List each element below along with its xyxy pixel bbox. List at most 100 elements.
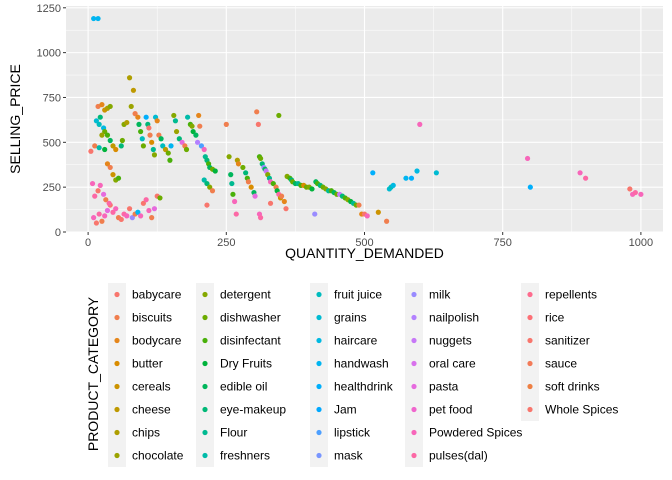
data-point (189, 123, 195, 129)
legend-label: babycare (132, 288, 182, 302)
legend-label: disinfectant (220, 334, 281, 348)
data-point (146, 207, 152, 214)
legend-marker (411, 406, 417, 413)
data-point (276, 112, 282, 119)
data-point (230, 191, 236, 197)
data-point (433, 170, 439, 176)
data-point (190, 128, 196, 135)
data-point (103, 197, 109, 203)
legend-label: nailpolish (429, 311, 479, 325)
legend-label: detergent (220, 288, 271, 302)
legend-marker (114, 337, 120, 344)
legend-label: eye-makeup (220, 403, 286, 417)
data-point (91, 15, 97, 22)
data-point (140, 143, 146, 149)
legend-label: grains (334, 311, 367, 325)
data-point (110, 143, 116, 149)
data-point (92, 143, 98, 149)
data-point (194, 139, 201, 145)
data-point (128, 103, 134, 110)
legend-marker (114, 360, 120, 367)
data-point (92, 193, 98, 199)
legend-label: butter (132, 357, 163, 371)
legend-marker (202, 291, 208, 298)
data-point (417, 121, 423, 127)
x-tick-label: 0 (85, 237, 91, 249)
data-point (356, 202, 362, 208)
legend-label: rice (545, 311, 565, 325)
legend-label: mask (334, 449, 364, 463)
data-point (283, 206, 289, 212)
data-point (257, 155, 264, 162)
legend-marker (316, 337, 322, 344)
data-point (527, 184, 533, 190)
data-point (135, 114, 141, 120)
data-point (168, 143, 174, 149)
data-point (201, 177, 207, 183)
legend-marker (527, 337, 533, 344)
data-point (364, 213, 370, 219)
legend-label: Whole Spices (545, 403, 618, 417)
data-point (245, 179, 252, 185)
legend-label: oral care (429, 357, 476, 371)
data-point (118, 143, 124, 149)
x-axis-title: QUANTITY_DEMANDED (285, 245, 444, 261)
legend-label: handwash (334, 357, 389, 371)
legend-marker (527, 383, 533, 390)
data-point (95, 188, 101, 194)
data-point (100, 191, 107, 197)
y-axis-ticks: 0 250 500 750 1000 1250 (37, 3, 66, 239)
data-point (150, 146, 156, 153)
legend-label: Powdered Spices (429, 426, 522, 440)
data-point (119, 137, 125, 144)
data-point (370, 170, 376, 176)
data-point (129, 215, 135, 221)
data-point (408, 175, 415, 181)
data-point (204, 180, 210, 187)
data-point (312, 211, 318, 217)
data-point (252, 193, 258, 199)
x-tick-label: 1000 (629, 237, 653, 249)
data-point (254, 109, 260, 115)
legend-label: biscuits (132, 311, 172, 325)
data-point (185, 114, 191, 120)
legend-marker (114, 406, 120, 413)
legend-label: fruit juice (334, 288, 382, 302)
legend-marker (316, 314, 322, 321)
data-point (102, 128, 108, 135)
legend-label: healthdrink (334, 380, 394, 394)
legend-label: edible oil (220, 380, 267, 394)
data-point (390, 182, 396, 188)
data-point (235, 161, 242, 167)
data-point (158, 136, 164, 142)
data-point (577, 170, 583, 176)
data-point (257, 215, 264, 221)
legend-label: chips (132, 426, 160, 440)
legend-marker (114, 429, 120, 436)
y-tick-label: 750 (43, 92, 61, 104)
data-point (183, 146, 190, 153)
data-point (140, 200, 146, 206)
data-point (198, 143, 205, 149)
data-point (124, 119, 130, 126)
legend-label: pasta (429, 380, 459, 394)
legend-marker (527, 291, 533, 298)
legend-marker (411, 429, 417, 436)
legend-marker (411, 383, 417, 390)
data-point (632, 189, 638, 196)
legend-marker (316, 291, 322, 298)
data-point (240, 164, 246, 171)
data-point (99, 218, 105, 224)
legend-marker (202, 314, 208, 321)
legend-label: haircare (334, 334, 378, 348)
data-point (226, 154, 232, 160)
data-point (172, 118, 179, 124)
legend-marker (202, 406, 208, 413)
legend-label: Dry Fruits (220, 357, 272, 371)
legend-label: lipstick (334, 426, 371, 440)
data-point (135, 209, 141, 215)
legend-title: PRODUCT_CATEGORY (85, 296, 101, 451)
data-point (179, 139, 185, 145)
legend-marker (114, 383, 120, 390)
data-point (243, 170, 249, 176)
